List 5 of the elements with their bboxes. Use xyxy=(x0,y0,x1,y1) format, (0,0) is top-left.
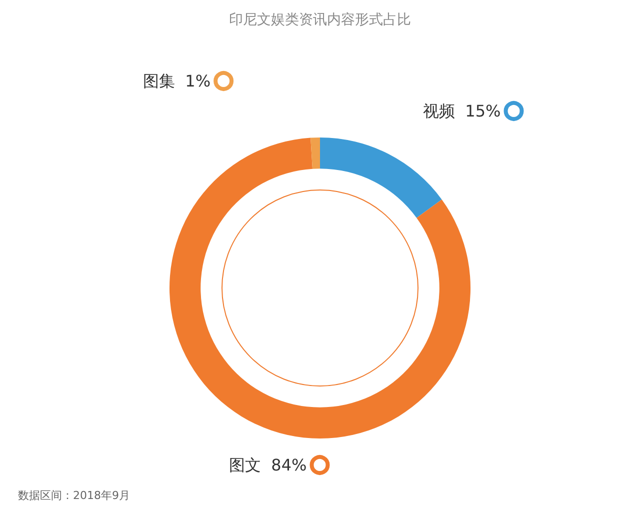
legend-label: 图集 1% xyxy=(142,72,211,90)
legend-label: 视频 15% xyxy=(423,102,501,120)
legend-label: 图文 84% xyxy=(229,456,307,474)
text: 数据区间：2018年9月 xyxy=(18,489,130,502)
chart-title: 印尼文娱类资讯内容形式占比 xyxy=(229,12,411,28)
